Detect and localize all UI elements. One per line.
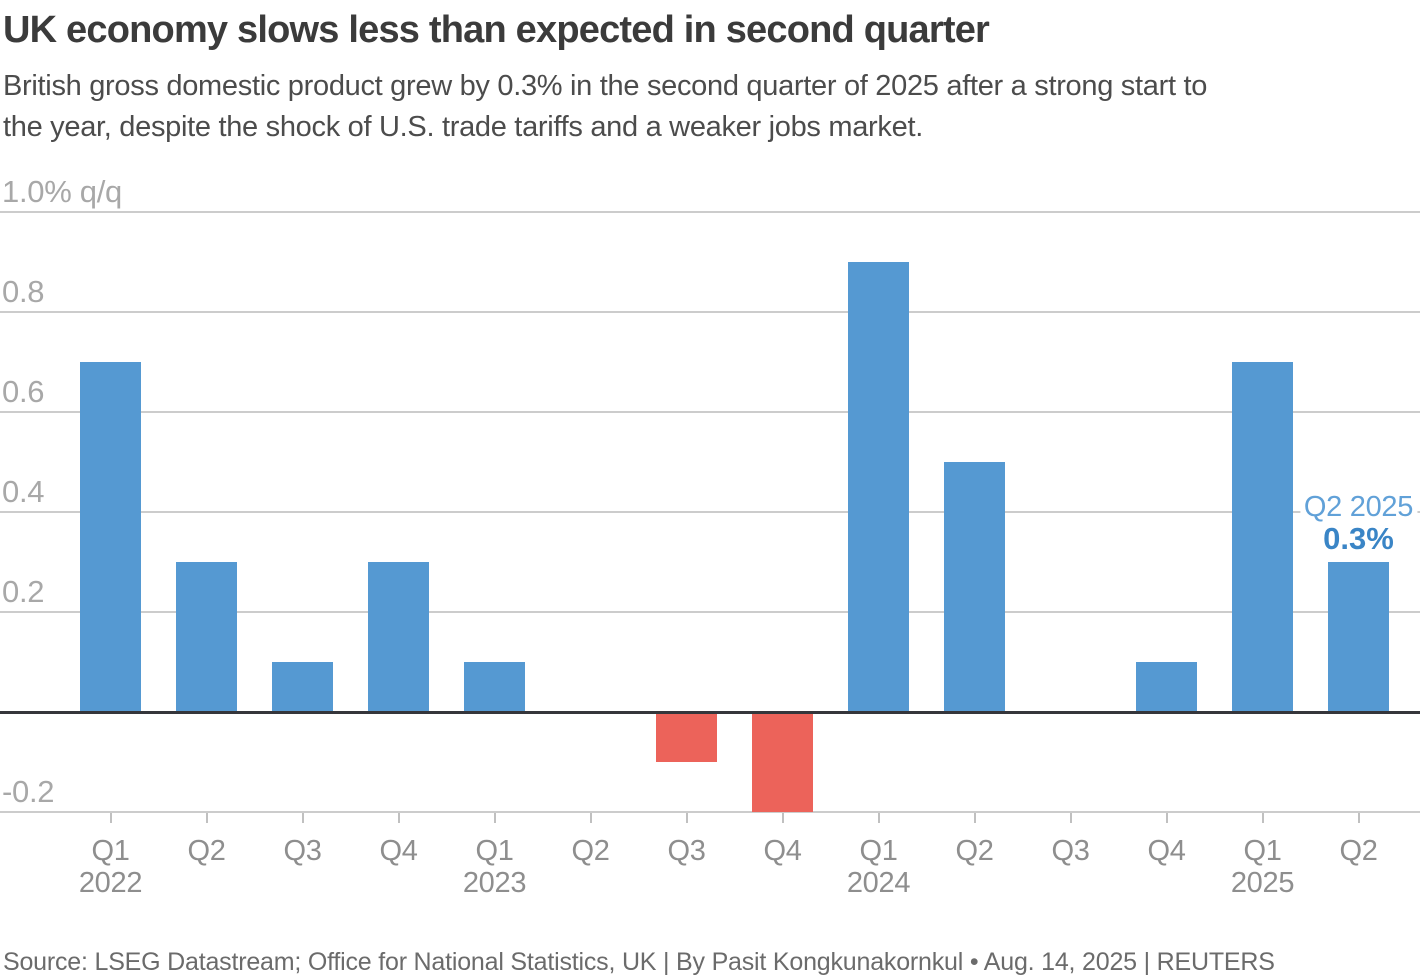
x-axis-year-label-2024: 2024 xyxy=(846,867,911,899)
x-axis-label-q4-2022: Q4 xyxy=(379,835,418,867)
gridline-1 xyxy=(0,211,1420,213)
x-axis-label-q3-2022: Q3 xyxy=(283,835,322,867)
y-axis-label-0.4: 0.4 xyxy=(2,474,45,509)
source-credit-line: Source: LSEG Datastream; Office for Nati… xyxy=(3,948,1275,976)
annotation-value-label: 0.3% xyxy=(1323,521,1394,556)
x-axis-tick-q4-2024 xyxy=(1165,813,1168,823)
y-axis-label-0.2: 0.2 xyxy=(2,574,45,609)
gridline--0.2 xyxy=(0,811,1420,813)
x-axis-tick-q2-2023 xyxy=(589,813,592,823)
bar-q4-2024 xyxy=(1136,662,1197,712)
x-axis-tick-q2-2025 xyxy=(1357,813,1360,823)
x-axis-year-label-2025: 2025 xyxy=(1230,867,1295,899)
x-axis-label-q3-2024: Q3 xyxy=(1051,835,1090,867)
x-axis-tick-q1-2023 xyxy=(493,813,496,823)
bar-q2-2025 xyxy=(1328,562,1389,712)
subtitle-line-1: British gross domestic product grew by 0… xyxy=(3,70,1208,102)
x-axis-tick-q3-2024 xyxy=(1069,813,1072,823)
zero-baseline xyxy=(0,711,1420,714)
x-axis-tick-q4-2023 xyxy=(781,813,784,823)
bar-q3-2022 xyxy=(272,662,333,712)
x-axis-label-q2-2025: Q2 xyxy=(1339,835,1378,867)
chart-title: UK economy slows less than expected in s… xyxy=(3,9,990,51)
bar-q1-2024 xyxy=(848,262,909,712)
bar-q1-2023 xyxy=(464,662,525,712)
x-axis-label-q1-2025: Q1 xyxy=(1243,835,1282,867)
x-axis-year-label-2023: 2023 xyxy=(462,867,527,899)
gridline-0.8 xyxy=(0,311,1420,313)
annotation-category-label: Q2 2025 xyxy=(1299,492,1418,522)
x-axis-tick-q2-2024 xyxy=(973,813,976,823)
y-axis-label--0.2: -0.2 xyxy=(2,774,55,809)
x-axis-label-q1-2023: Q1 xyxy=(475,835,514,867)
y-axis-label-0.6: 0.6 xyxy=(2,374,45,409)
x-axis-label-q4-2023: Q4 xyxy=(763,835,802,867)
x-axis-label-q3-2023: Q3 xyxy=(667,835,706,867)
bar-q2-2024 xyxy=(944,462,1005,712)
x-axis-tick-q1-2025 xyxy=(1261,813,1264,823)
x-axis-tick-q1-2024 xyxy=(877,813,880,823)
x-axis-tick-q4-2022 xyxy=(397,813,400,823)
x-axis-year-label-2022: 2022 xyxy=(78,867,143,899)
bar-q3-2023 xyxy=(656,712,717,762)
bar-q4-2023 xyxy=(752,712,813,812)
bar-q1-2025 xyxy=(1232,362,1293,712)
bar-q2-2022 xyxy=(176,562,237,712)
x-axis-label-q2-2023: Q2 xyxy=(571,835,610,867)
x-axis-tick-q3-2022 xyxy=(301,813,304,823)
x-axis-label-q2-2024: Q2 xyxy=(955,835,994,867)
gridline-0.4 xyxy=(0,511,1420,513)
x-axis-label-q2-2022: Q2 xyxy=(187,835,226,867)
bar-q1-2022 xyxy=(80,362,141,712)
gridline-0.6 xyxy=(0,411,1420,413)
bar-q4-2022 xyxy=(368,562,429,712)
x-axis-tick-q2-2022 xyxy=(205,813,208,823)
gridline-0.2 xyxy=(0,611,1420,613)
x-axis-tick-q3-2023 xyxy=(685,813,688,823)
x-axis-tick-q1-2022 xyxy=(109,813,112,823)
x-axis-label-q1-2022: Q1 xyxy=(91,835,130,867)
chart-subtitle: British gross domestic product grew by 0… xyxy=(3,66,1415,148)
x-axis-label-q4-2024: Q4 xyxy=(1147,835,1186,867)
y-axis-label-1.0% q/q: 1.0% q/q xyxy=(2,174,122,209)
subtitle-line-2: the year, despite the shock of U.S. trad… xyxy=(3,111,923,143)
x-axis-label-q1-2024: Q1 xyxy=(859,835,898,867)
y-axis-label-0.8: 0.8 xyxy=(2,274,45,309)
